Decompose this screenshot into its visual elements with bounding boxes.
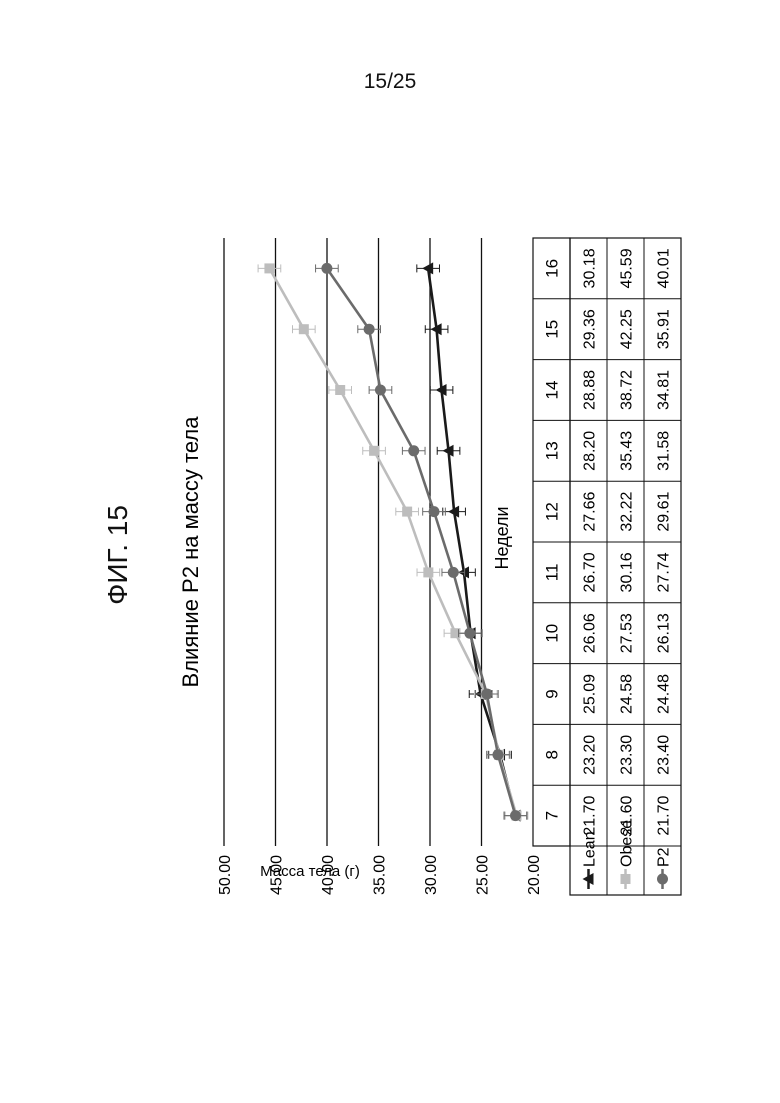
x-tick-label: 15 xyxy=(543,320,562,339)
data-label: 23.40 xyxy=(656,735,673,775)
data-label: 24.48 xyxy=(656,674,673,714)
data-label: 29.61 xyxy=(656,491,673,531)
data-label: 38.72 xyxy=(619,370,636,410)
x-tick-label: 12 xyxy=(543,502,562,521)
data-point-obese xyxy=(402,507,412,517)
legend-label-lean: Lean xyxy=(582,831,599,867)
data-point-obese xyxy=(369,446,379,456)
series-line-obese xyxy=(269,268,516,815)
data-point-p2 xyxy=(408,445,419,456)
data-label: 28.20 xyxy=(582,431,599,471)
data-label: 23.20 xyxy=(582,735,599,775)
y-tick-label: 25.00 xyxy=(475,855,492,895)
x-tick-label: 11 xyxy=(543,564,562,582)
series-line-p2 xyxy=(327,268,516,815)
data-label: 26.13 xyxy=(656,613,673,653)
data-label: 27.53 xyxy=(619,613,636,653)
data-label: 29.36 xyxy=(582,309,599,349)
data-label: 31.58 xyxy=(656,431,673,471)
data-point-p2 xyxy=(375,385,386,396)
data-label: 27.66 xyxy=(582,491,599,531)
data-point-p2 xyxy=(448,567,459,578)
data-label: 21.60 xyxy=(619,795,636,835)
data-label: 25.09 xyxy=(582,674,599,714)
x-tick-label: 8 xyxy=(543,750,562,759)
data-label: 42.25 xyxy=(619,309,636,349)
data-point-p2 xyxy=(492,749,503,760)
series-layer xyxy=(258,262,528,821)
data-label: 26.06 xyxy=(582,613,599,653)
chart-title: Влияние P2 на массу тела xyxy=(178,416,203,688)
data-label: 45.59 xyxy=(619,248,636,288)
data-label: 26.70 xyxy=(582,552,599,592)
data-label: 32.22 xyxy=(619,491,636,531)
data-label: 21.70 xyxy=(656,795,673,835)
x-tick-label: 16 xyxy=(543,259,562,278)
y-tick-label: 40.00 xyxy=(320,855,337,895)
data-label: 23.30 xyxy=(619,735,636,775)
data-point-obese xyxy=(423,567,433,577)
x-axis-label: Недели xyxy=(492,506,512,569)
data-label: 40.01 xyxy=(656,248,673,288)
data-point-obese xyxy=(335,385,345,395)
y-tick-label: 30.00 xyxy=(423,855,440,895)
data-label: 35.43 xyxy=(619,431,636,471)
y-tick-label: 50.00 xyxy=(217,855,234,895)
legend-label-p2: P2 xyxy=(656,847,673,867)
legend-marker-obese xyxy=(621,874,631,884)
x-tick-label: 10 xyxy=(543,624,562,643)
data-label: 28.88 xyxy=(582,370,599,410)
y-tick-label: 35.00 xyxy=(372,855,389,895)
data-point-p2 xyxy=(464,628,475,639)
data-point-p2 xyxy=(321,263,332,274)
data-point-obese xyxy=(299,324,309,334)
y-tick-label: 20.00 xyxy=(526,855,543,895)
x-tick-label: 9 xyxy=(543,689,562,698)
data-point-p2 xyxy=(364,324,375,335)
x-tick-label: 7 xyxy=(543,811,562,820)
data-point-p2 xyxy=(429,506,440,517)
y-tick-label: 45.00 xyxy=(269,855,286,895)
data-point-p2 xyxy=(510,810,521,821)
data-point-obese xyxy=(264,263,274,273)
data-label: 24.58 xyxy=(619,674,636,714)
data-label: 30.18 xyxy=(582,248,599,288)
data-label: 35.91 xyxy=(656,309,673,349)
data-label: 21.70 xyxy=(582,795,599,835)
data-label: 34.81 xyxy=(656,370,673,410)
data-point-p2 xyxy=(481,689,492,700)
data-label: 30.16 xyxy=(619,552,636,592)
data-label: 27.74 xyxy=(656,552,673,592)
legend-marker-p2 xyxy=(657,874,668,885)
x-tick-label: 13 xyxy=(543,441,562,460)
data-table: 78910111213141516Lean21.7023.2025.0926.0… xyxy=(533,238,681,895)
x-tick-label: 14 xyxy=(543,381,562,400)
